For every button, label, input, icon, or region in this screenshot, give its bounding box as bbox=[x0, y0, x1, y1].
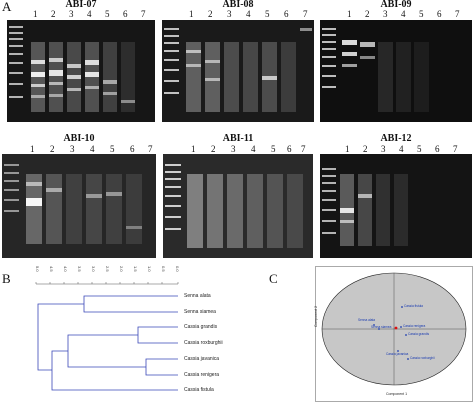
dendrogram-leaf: Cassia grandis bbox=[184, 324, 218, 330]
lane-number: 5 bbox=[271, 144, 276, 154]
pca-point bbox=[373, 324, 375, 326]
lane-number: 6 bbox=[435, 144, 440, 154]
pca-svg bbox=[321, 272, 467, 386]
lane-number: 2 bbox=[51, 9, 56, 19]
dendrogram-leaf: Senna alata bbox=[184, 293, 211, 299]
gel-panel-abi12: ABI-12 1 2 3 4 5 6 7 bbox=[320, 133, 472, 260]
dendrogram-panel: 5.0 4.5 4.0 3.5 3.0 2.5 2.0 1.5 1.0 0.5 … bbox=[14, 262, 266, 402]
pca-y-label: Component 2 bbox=[314, 305, 318, 327]
lane-number: 3 bbox=[227, 9, 232, 19]
lane-number: 5 bbox=[419, 9, 424, 19]
pca-panel: Cassia fistula Senna alata Senna siamea … bbox=[314, 266, 473, 402]
pca-point-label: Senna siamea bbox=[371, 325, 392, 329]
gel-bands bbox=[322, 28, 429, 112]
lane-number: 7 bbox=[148, 144, 153, 154]
gel-title: ABI-12 bbox=[380, 133, 412, 144]
lane-number: 4 bbox=[401, 9, 406, 19]
gel-panel-abi09: ABI-09 1 2 3 4 5 6 7 bbox=[320, 0, 472, 124]
gel-image bbox=[320, 20, 472, 122]
scale-bar bbox=[35, 282, 179, 285]
gel-image bbox=[320, 154, 472, 258]
gel-panel-abi07: ABI-07 bbox=[5, 0, 157, 124]
lane-number: 1 bbox=[33, 9, 38, 19]
gel-image bbox=[7, 20, 155, 122]
lane-number: 2 bbox=[211, 144, 216, 154]
pca-point bbox=[407, 358, 409, 360]
lane-number: 1 bbox=[347, 9, 352, 19]
lane-number: 3 bbox=[231, 144, 236, 154]
panel-letter-c: C bbox=[269, 271, 278, 286]
lane-number: 1 bbox=[30, 144, 35, 154]
lane-number: 7 bbox=[455, 9, 460, 19]
gel-panel-abi10: ABI-10 1 2 3 4 5 6 7 bbox=[0, 133, 158, 260]
lane-number: 3 bbox=[69, 9, 74, 19]
lane-number: 4 bbox=[246, 9, 251, 19]
dendrogram-tree bbox=[37, 295, 178, 391]
gel-title: ABI-10 bbox=[63, 133, 95, 144]
gel-title: ABI-07 bbox=[65, 0, 97, 10]
panel-letter-b: B bbox=[2, 271, 11, 286]
gel-image bbox=[2, 154, 156, 258]
lane-number: 2 bbox=[208, 9, 213, 19]
lane-number: 1 bbox=[345, 144, 350, 154]
lane-number: 5 bbox=[105, 9, 110, 19]
pca-point bbox=[401, 306, 403, 308]
lane-number: 7 bbox=[301, 144, 306, 154]
lane-number: 1 bbox=[189, 9, 194, 19]
gel-title: ABI-09 bbox=[380, 0, 412, 10]
lane-number: 6 bbox=[287, 144, 292, 154]
pca-point-label: Cassia renigera bbox=[403, 324, 426, 328]
gel-title: ABI-08 bbox=[222, 0, 254, 10]
lane-number: 2 bbox=[363, 144, 368, 154]
lane-number: 4 bbox=[87, 9, 92, 19]
lane-number: 4 bbox=[90, 144, 95, 154]
lane-number: 2 bbox=[50, 144, 55, 154]
lane-number: 5 bbox=[265, 9, 270, 19]
gel-image bbox=[163, 154, 313, 258]
pca-point bbox=[378, 328, 380, 330]
pca-centroid bbox=[394, 326, 398, 330]
lane-number: 6 bbox=[130, 144, 135, 154]
pca-point bbox=[405, 334, 407, 336]
lane-number: 5 bbox=[417, 144, 422, 154]
dendrogram-svg bbox=[35, 282, 179, 391]
gel-panel-abi08: ABI-08 1 2 3 4 5 6 7 bbox=[160, 0, 316, 124]
gel-title: ABI-11 bbox=[222, 133, 254, 144]
gel-panel-abi11: ABI-11 1 2 3 4 5 6 7 bbox=[161, 133, 315, 260]
panel-letter-a: A bbox=[2, 0, 12, 14]
lane-number: 4 bbox=[399, 144, 404, 154]
pca-point-label: Cassia grandis bbox=[408, 332, 430, 336]
lane-number: 7 bbox=[303, 9, 308, 19]
lane-number: 6 bbox=[123, 9, 128, 19]
gel-bands bbox=[322, 168, 408, 246]
pca-point-label: Cassia javanica bbox=[386, 352, 409, 356]
lane-number: 6 bbox=[284, 9, 289, 19]
dendrogram-leaf: Cassia roxburghii bbox=[184, 340, 223, 346]
pca-point bbox=[400, 326, 402, 328]
dendrogram-leaf: Senna siamea bbox=[184, 309, 216, 315]
dendrogram-leaf: Cassia fistula bbox=[184, 387, 214, 393]
pca-point-label: Senna alata bbox=[358, 318, 376, 322]
lane-number: 1 bbox=[191, 144, 196, 154]
gel-bands bbox=[4, 164, 142, 244]
gel-image bbox=[162, 20, 314, 122]
pca-x-label: Component 1 bbox=[386, 392, 408, 396]
gel-bands bbox=[165, 164, 303, 248]
gel-bands bbox=[164, 28, 312, 112]
lane-number: 7 bbox=[453, 144, 458, 154]
pca-point bbox=[397, 350, 399, 352]
lane-number: 7 bbox=[141, 9, 146, 19]
lane-number: 4 bbox=[251, 144, 256, 154]
pca-point-label: Cassia fistula bbox=[404, 304, 423, 308]
lane-number: 3 bbox=[383, 9, 388, 19]
lane-number: 2 bbox=[365, 9, 370, 19]
dendrogram-leaf: Cassia javanica bbox=[184, 356, 220, 362]
gel-bands bbox=[9, 26, 135, 112]
lane-number: 3 bbox=[381, 144, 386, 154]
lane-number: 3 bbox=[70, 144, 75, 154]
lane-number: 6 bbox=[437, 9, 442, 19]
dendrogram-leaf: Cassia renigera bbox=[184, 372, 220, 378]
pca-point-label: Cassia roxburghii bbox=[410, 356, 435, 360]
lane-number: 5 bbox=[110, 144, 115, 154]
